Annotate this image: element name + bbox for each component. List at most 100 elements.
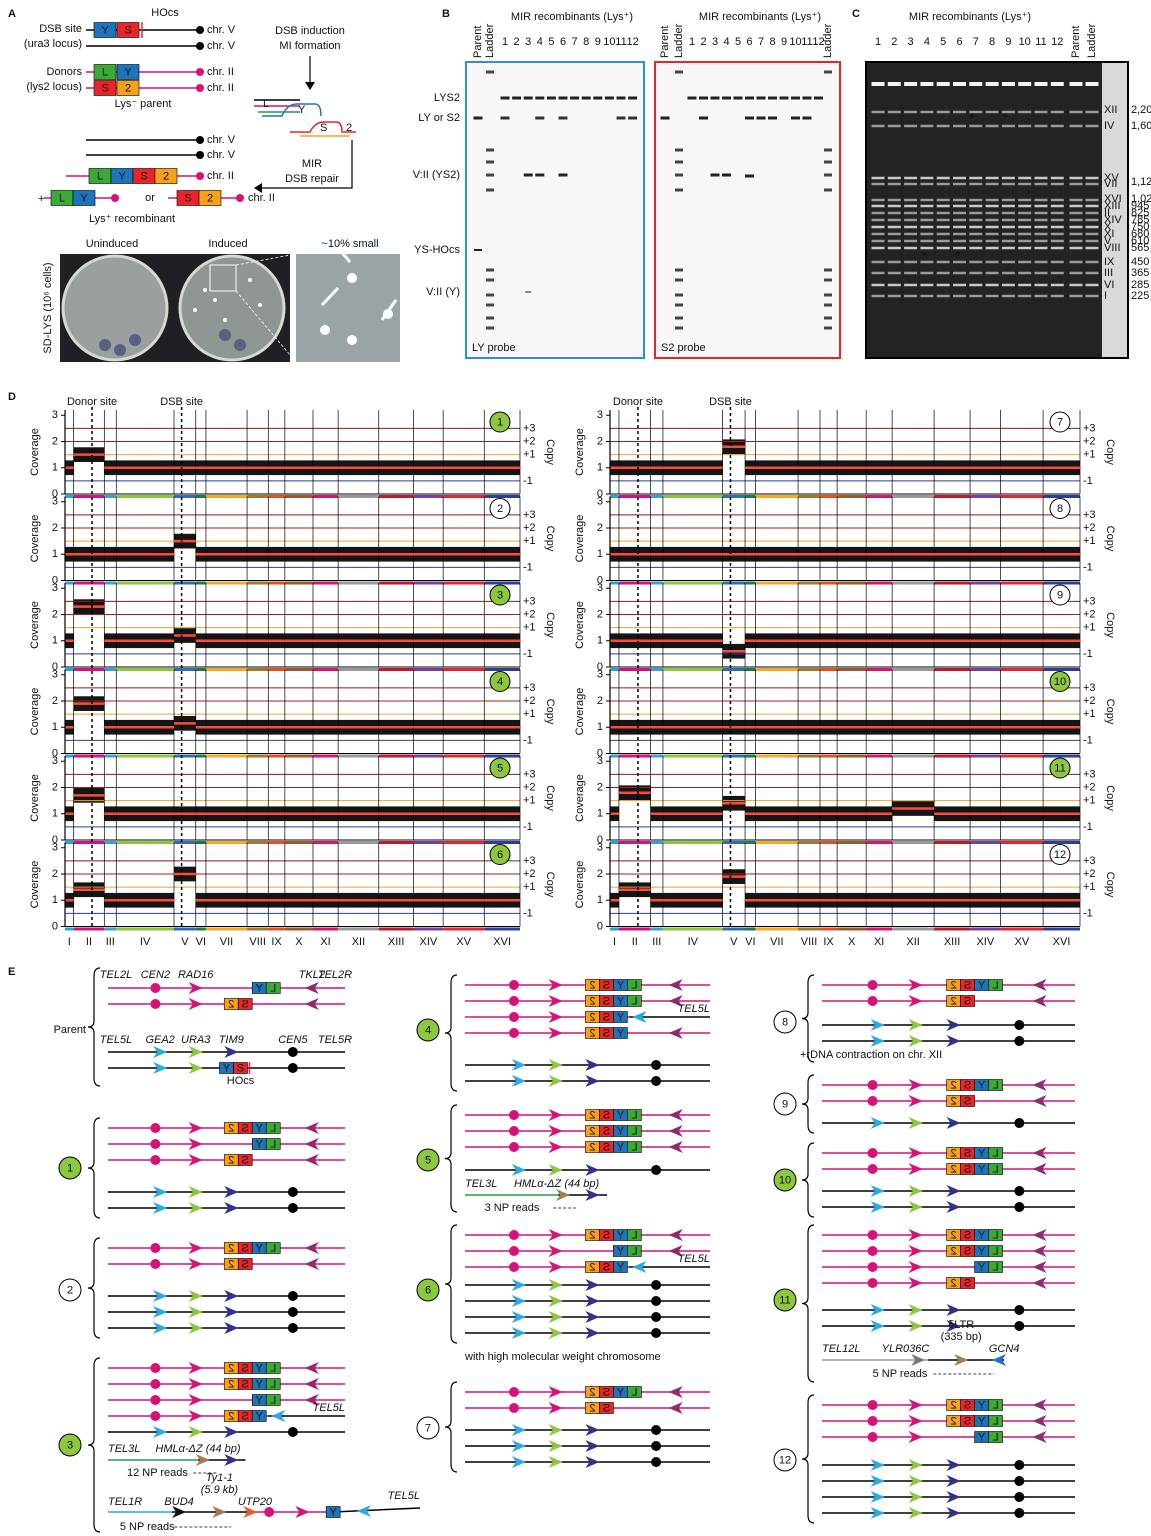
gel-band xyxy=(733,96,743,100)
chromosome-bar xyxy=(745,668,756,671)
sample-number: 5 xyxy=(497,762,503,774)
chromosome-bar xyxy=(662,668,723,671)
centromere xyxy=(150,1243,161,1253)
chromosome-bar xyxy=(618,668,651,671)
gene-arrow xyxy=(632,1261,647,1273)
chromosome-bar xyxy=(116,927,175,931)
gel-band xyxy=(675,173,683,177)
chromosome-bar xyxy=(662,754,723,758)
gel-band xyxy=(936,182,950,186)
gel-band xyxy=(824,303,832,307)
gel-band xyxy=(920,198,934,202)
size-label: 945 xyxy=(1131,200,1149,212)
gel-band xyxy=(920,294,934,298)
gel-band xyxy=(1018,232,1032,236)
chromosome-bar xyxy=(970,495,1001,498)
colony xyxy=(320,325,330,335)
gel-band xyxy=(1069,124,1083,128)
chromosome-label: XIII xyxy=(944,936,961,948)
gene-arrow xyxy=(188,1258,203,1270)
chromosome-label: IX xyxy=(823,936,834,948)
colony xyxy=(347,273,357,283)
band-label: LY or S2 xyxy=(418,112,460,124)
gel-band xyxy=(936,283,950,287)
zoom-photo xyxy=(296,254,400,362)
label: Donor site xyxy=(67,396,117,408)
label: or xyxy=(145,192,155,204)
box-letter: L xyxy=(631,979,637,991)
gel-band xyxy=(936,239,950,243)
centromere xyxy=(509,1262,519,1272)
box-letter: S xyxy=(964,1229,971,1241)
gene-arrow xyxy=(668,1402,683,1414)
gel-band xyxy=(675,148,683,152)
stain xyxy=(234,339,246,351)
centromere xyxy=(1014,1036,1025,1046)
axis-title: Copy xyxy=(544,439,556,465)
gel-band xyxy=(1069,239,1083,243)
gene-arrow xyxy=(153,1290,168,1302)
centromere xyxy=(1014,1476,1025,1486)
label: MIR recombinants (Lys⁺) xyxy=(511,11,633,23)
lane-label: 8 xyxy=(769,36,775,48)
box-letter: Y xyxy=(255,1378,263,1390)
axis-title: Copy xyxy=(544,785,556,811)
gel xyxy=(867,63,1102,357)
gene-box xyxy=(265,1138,281,1150)
sample-number: 2 xyxy=(67,1284,73,1296)
box-letter: 2 xyxy=(228,998,234,1010)
chromosome-label: I xyxy=(613,936,616,948)
y-tick-label: 1 xyxy=(52,462,58,474)
gene-arrow xyxy=(548,1011,563,1023)
y-tick-label: 2 xyxy=(52,435,58,447)
y-tick-label: 0 xyxy=(597,661,603,673)
label: Donor site xyxy=(613,396,663,408)
lane-label: 4 xyxy=(924,36,930,48)
gel-band xyxy=(660,116,670,120)
chromosome-bar xyxy=(247,754,269,758)
chromosome-bar xyxy=(837,495,867,498)
gel-band xyxy=(920,218,934,222)
size-label: 1,600 xyxy=(1131,120,1151,132)
lane-label: 5 xyxy=(940,36,946,48)
brace xyxy=(801,1394,815,1524)
axis-title: Coverage xyxy=(29,774,41,822)
gene-box xyxy=(627,1141,642,1153)
lane-label: 1 xyxy=(689,36,695,48)
copy-tick-label: +1 xyxy=(1083,449,1096,461)
sample-number: 9 xyxy=(1057,589,1063,601)
gel-band xyxy=(920,124,934,128)
gene-arrow xyxy=(870,1491,885,1503)
gene-arrow xyxy=(224,1202,239,1214)
chromosome-label: II xyxy=(632,936,638,948)
centromere xyxy=(150,1411,161,1421)
chromosome-bar xyxy=(268,754,285,758)
gel-band xyxy=(904,283,918,287)
gel-band xyxy=(1085,211,1099,215)
gel-band xyxy=(953,246,966,250)
gel-band xyxy=(936,82,950,86)
gene-arrow xyxy=(946,1320,961,1332)
gene-arrow xyxy=(954,1354,969,1366)
lane-label: Parent xyxy=(472,26,484,58)
chromosome-bar xyxy=(195,841,206,844)
gel-band xyxy=(887,239,901,243)
chromosome-bar xyxy=(837,581,867,585)
gel-band xyxy=(1069,232,1083,236)
axis-title: Copy xyxy=(1104,872,1116,898)
chromosome-bar xyxy=(205,927,248,931)
colony xyxy=(203,288,207,292)
gel-band xyxy=(871,283,885,287)
y-tick-label: 0 xyxy=(597,747,603,759)
sample-number: 6 xyxy=(425,1284,431,1296)
gel-band xyxy=(1001,198,1015,202)
gel-band xyxy=(904,176,918,180)
box-letter: Y xyxy=(616,1386,624,1398)
gel-band xyxy=(969,198,983,202)
chromosome-label: XIV xyxy=(1104,214,1122,226)
gel-band xyxy=(969,182,983,186)
gene-arrow xyxy=(946,1491,961,1503)
gene-box xyxy=(988,1163,1003,1175)
chromosome-bar xyxy=(970,927,1001,931)
label: HOcs xyxy=(227,1075,255,1087)
